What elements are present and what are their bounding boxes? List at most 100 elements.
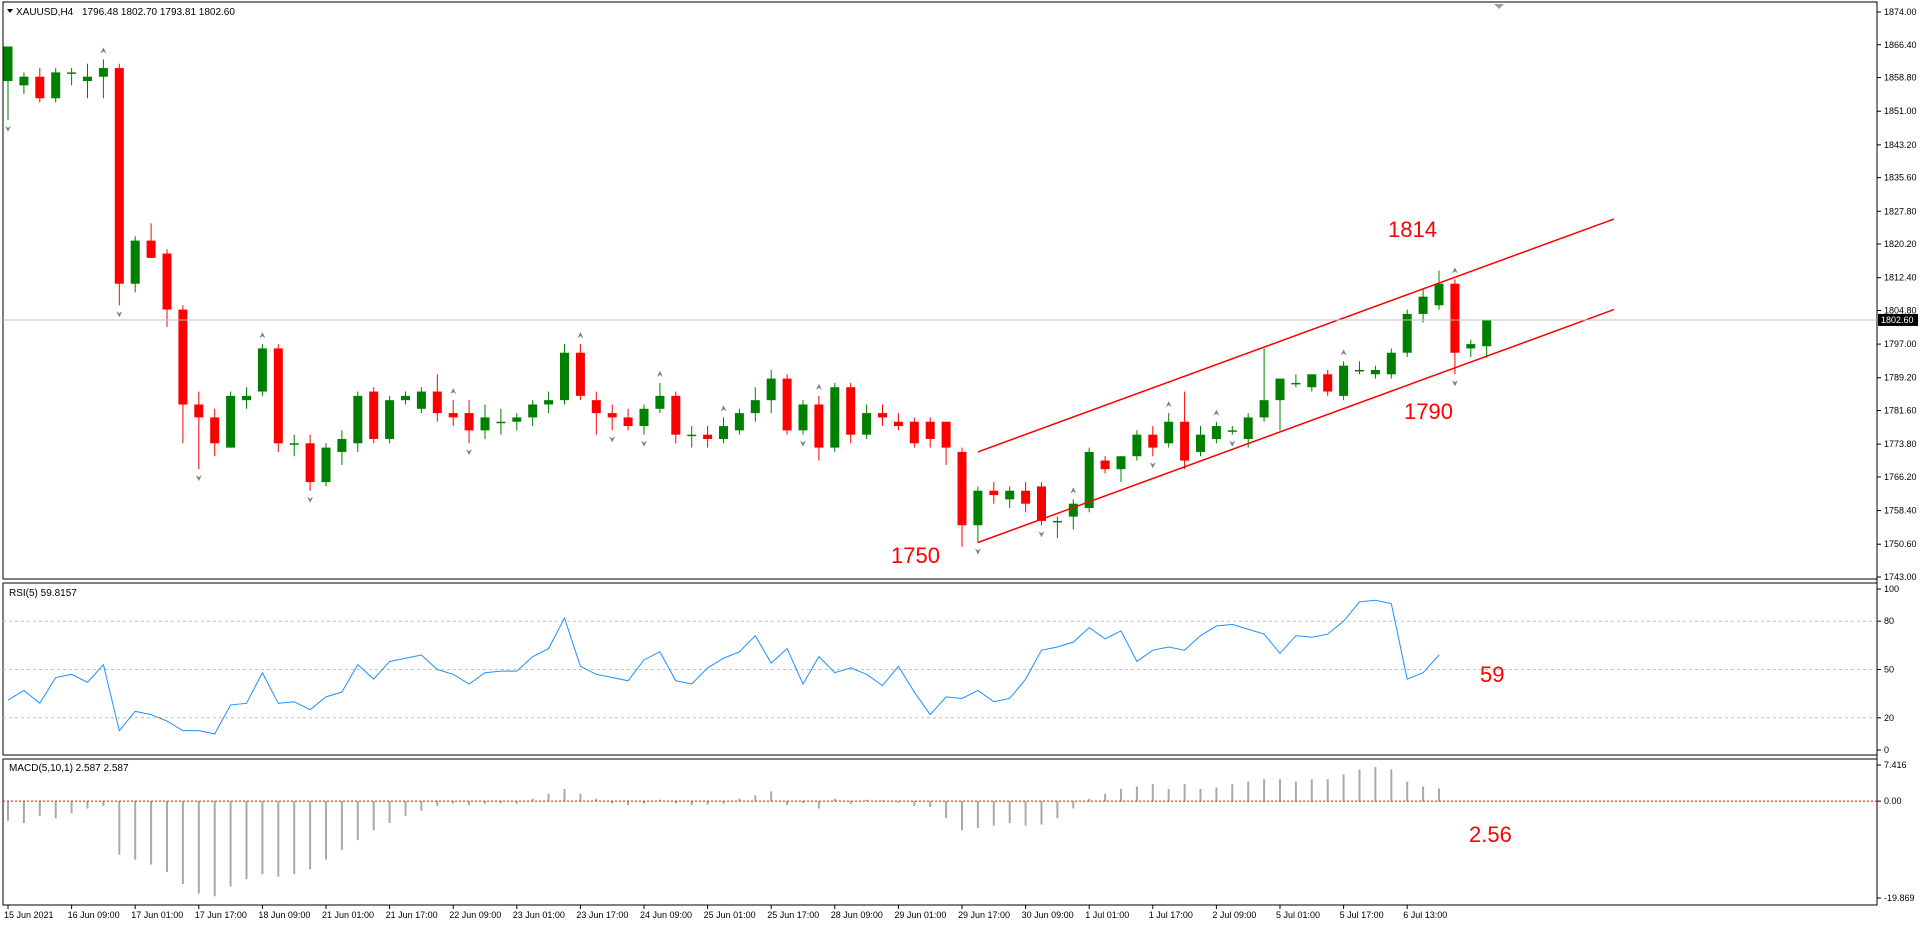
candle[interactable] bbox=[703, 426, 713, 448]
candle[interactable] bbox=[1307, 374, 1317, 392]
candle[interactable] bbox=[1227, 426, 1237, 435]
candle[interactable] bbox=[194, 391, 204, 470]
candle[interactable] bbox=[19, 72, 29, 94]
candle[interactable] bbox=[1323, 369, 1333, 396]
candle[interactable] bbox=[782, 374, 792, 435]
main-price-panel-frame[interactable] bbox=[2, 1, 1878, 580]
candle[interactable] bbox=[1418, 288, 1428, 323]
candle[interactable] bbox=[114, 63, 124, 306]
candle[interactable] bbox=[480, 404, 490, 439]
candle[interactable] bbox=[1434, 270, 1444, 310]
candle[interactable] bbox=[1386, 348, 1396, 379]
candle[interactable] bbox=[464, 400, 474, 444]
candle[interactable] bbox=[734, 408, 744, 435]
candle[interactable] bbox=[1355, 361, 1364, 375]
candle[interactable] bbox=[1370, 365, 1380, 379]
candle[interactable] bbox=[1482, 319, 1492, 358]
candle[interactable] bbox=[226, 391, 236, 448]
candle[interactable] bbox=[1005, 486, 1015, 508]
candle[interactable] bbox=[385, 395, 395, 444]
candle[interactable] bbox=[369, 387, 379, 444]
candle[interactable] bbox=[671, 391, 681, 444]
candle[interactable] bbox=[1196, 426, 1205, 457]
candle[interactable] bbox=[1132, 430, 1142, 461]
candle[interactable] bbox=[1291, 374, 1301, 388]
candle[interactable] bbox=[925, 417, 935, 448]
candle[interactable] bbox=[146, 223, 156, 258]
candle[interactable] bbox=[178, 305, 188, 444]
candle[interactable] bbox=[1259, 348, 1269, 422]
candle[interactable] bbox=[1116, 456, 1126, 483]
candle[interactable] bbox=[496, 408, 506, 435]
candle[interactable] bbox=[162, 249, 172, 327]
candle[interactable] bbox=[973, 486, 983, 543]
candle[interactable] bbox=[1164, 413, 1174, 448]
candle[interactable] bbox=[830, 382, 840, 452]
candle[interactable] bbox=[401, 391, 410, 405]
candle[interactable] bbox=[1052, 516, 1062, 539]
candle[interactable] bbox=[1148, 426, 1158, 457]
candle[interactable] bbox=[321, 443, 331, 487]
candle[interactable] bbox=[289, 434, 299, 457]
candle[interactable] bbox=[432, 374, 442, 422]
scroll-shift-marker[interactable] bbox=[1494, 4, 1504, 9]
candle[interactable] bbox=[51, 68, 61, 103]
candle[interactable] bbox=[130, 236, 140, 293]
candle[interactable] bbox=[83, 63, 92, 99]
candle[interactable] bbox=[591, 391, 601, 435]
candle[interactable] bbox=[1450, 279, 1460, 375]
candle[interactable] bbox=[862, 404, 872, 439]
candle[interactable] bbox=[989, 482, 999, 504]
candle[interactable] bbox=[1211, 421, 1221, 444]
candle[interactable] bbox=[3, 46, 13, 120]
candle[interactable] bbox=[750, 387, 760, 422]
candle[interactable] bbox=[67, 68, 77, 86]
candle[interactable] bbox=[353, 391, 363, 452]
candle[interactable] bbox=[893, 413, 903, 431]
candle[interactable] bbox=[305, 434, 315, 491]
candle[interactable] bbox=[1021, 482, 1031, 513]
candle[interactable] bbox=[528, 400, 538, 427]
candle[interactable] bbox=[337, 430, 347, 465]
candle[interactable] bbox=[1402, 309, 1412, 358]
candle[interactable] bbox=[1339, 361, 1349, 401]
candle[interactable] bbox=[242, 387, 251, 409]
candle[interactable] bbox=[273, 344, 283, 452]
candle[interactable] bbox=[512, 413, 522, 431]
candle[interactable] bbox=[1243, 413, 1253, 448]
candle[interactable] bbox=[607, 404, 617, 431]
candle[interactable] bbox=[719, 417, 728, 444]
candle[interactable] bbox=[544, 391, 554, 414]
candle[interactable] bbox=[941, 421, 951, 465]
candle[interactable] bbox=[766, 369, 776, 414]
candle[interactable] bbox=[35, 68, 45, 103]
channel-lower-line[interactable] bbox=[977, 308, 1615, 544]
candle[interactable] bbox=[878, 404, 887, 427]
candle[interactable] bbox=[846, 382, 856, 444]
candle[interactable] bbox=[1037, 482, 1046, 526]
candle[interactable] bbox=[1466, 339, 1476, 358]
candle[interactable] bbox=[909, 417, 919, 448]
candle[interactable] bbox=[814, 395, 824, 461]
candle[interactable] bbox=[798, 400, 808, 435]
candle[interactable] bbox=[1068, 499, 1078, 530]
candle[interactable] bbox=[416, 387, 426, 414]
candle[interactable] bbox=[98, 59, 108, 99]
candle[interactable] bbox=[957, 447, 967, 547]
triangle-down-icon[interactable] bbox=[7, 9, 13, 13]
candle[interactable] bbox=[655, 382, 665, 414]
candle[interactable] bbox=[639, 404, 649, 435]
candle[interactable] bbox=[575, 344, 585, 401]
candle[interactable] bbox=[210, 408, 220, 457]
candle[interactable] bbox=[623, 408, 633, 431]
candle[interactable] bbox=[560, 344, 569, 405]
candle[interactable] bbox=[448, 400, 458, 427]
candle[interactable] bbox=[1180, 391, 1190, 470]
macd-panel-frame[interactable] bbox=[2, 758, 1878, 906]
channel-upper-line[interactable] bbox=[977, 218, 1615, 453]
candle[interactable] bbox=[687, 426, 697, 448]
candle[interactable] bbox=[257, 344, 267, 396]
candle[interactable] bbox=[1275, 378, 1285, 431]
candle[interactable] bbox=[1100, 456, 1110, 474]
